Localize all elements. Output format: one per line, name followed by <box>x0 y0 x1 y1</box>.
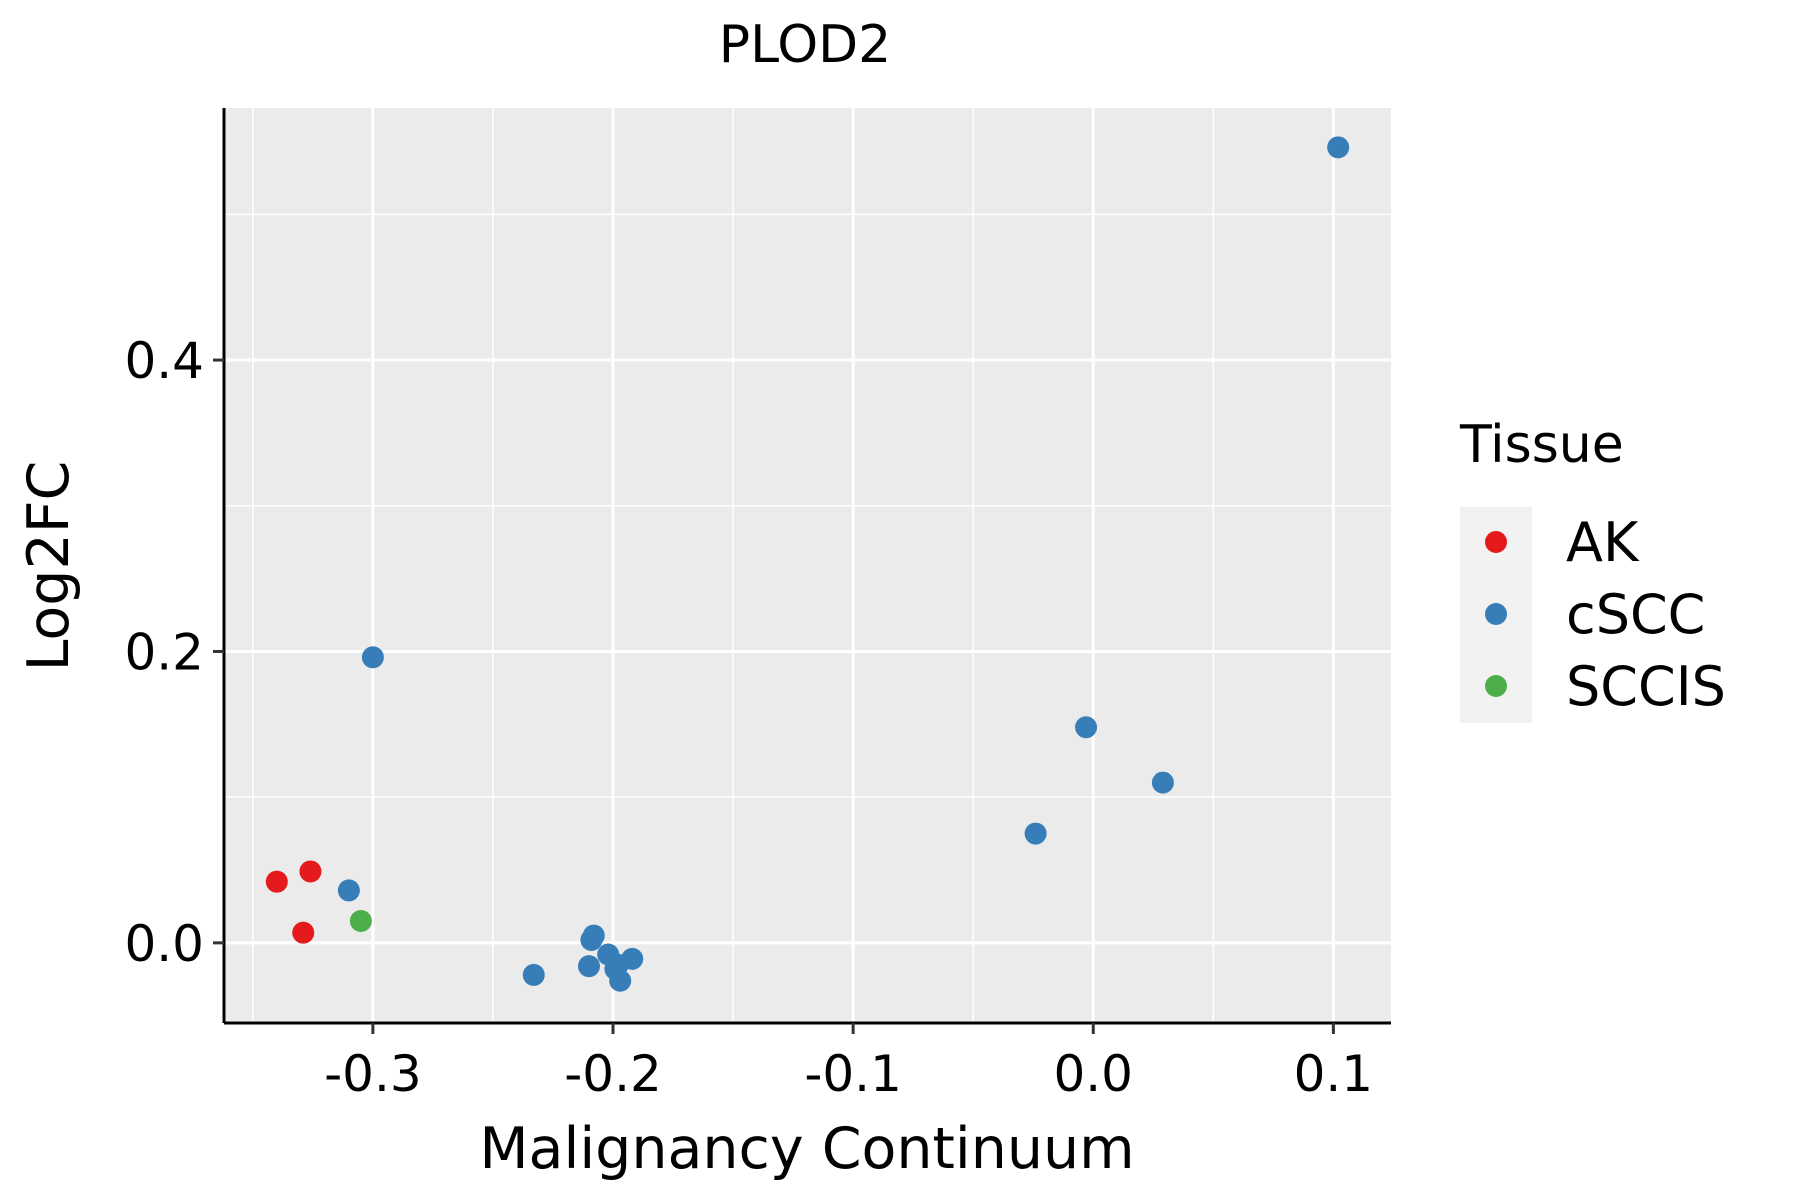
legend-title: Tissue <box>1459 415 1624 475</box>
x-tick-label: -0.1 <box>804 1045 902 1103</box>
legend-label-ak: AK <box>1566 511 1640 574</box>
legend-label-sccis: SCCIS <box>1566 655 1726 718</box>
data-point-cscc <box>621 947 644 970</box>
y-tick-label: 0.0 <box>124 915 204 973</box>
data-point-cscc <box>1151 771 1174 794</box>
data-point-cscc <box>1075 716 1098 739</box>
x-tick-label: 0.0 <box>1053 1045 1133 1103</box>
minor-gridlines <box>224 108 1391 1023</box>
data-point-cscc <box>577 955 600 978</box>
x-axis-ticks: -0.3 -0.2 -0.1 0.0 0.1 <box>324 1023 1373 1103</box>
y-tick-label: 0.4 <box>124 332 204 390</box>
y-axis-label: Log2FC <box>16 461 82 672</box>
x-tick-label: 0.1 <box>1294 1045 1374 1103</box>
legend-key-sccis <box>1485 675 1507 697</box>
data-point-ak <box>265 870 288 893</box>
data-points <box>265 136 1350 992</box>
data-point-cscc <box>1327 136 1350 159</box>
data-point-sccis <box>349 910 372 933</box>
legend-key-cscc <box>1485 603 1507 625</box>
data-point-cscc <box>361 646 384 669</box>
plot-panel <box>224 108 1391 1023</box>
y-axis-ticks: 0.0 0.2 0.4 <box>124 332 224 973</box>
legend-label-cscc: cSCC <box>1566 583 1705 646</box>
x-axis-label: Malignancy Continuum <box>479 1116 1134 1182</box>
data-point-cscc <box>337 879 360 902</box>
legend-entries: AK cSCC SCCIS <box>1485 511 1726 718</box>
data-point-cscc <box>609 969 632 992</box>
data-point-ak <box>292 921 315 944</box>
data-point-ak <box>299 860 322 883</box>
y-tick-label: 0.2 <box>124 623 204 681</box>
legend-key-ak <box>1485 531 1507 553</box>
x-tick-label: -0.2 <box>564 1045 662 1103</box>
chart-title: PLOD2 <box>719 15 892 75</box>
data-point-cscc <box>1024 822 1047 845</box>
data-point-cscc <box>582 924 605 947</box>
x-tick-label: -0.3 <box>324 1045 422 1103</box>
legend: Tissue AK cSCC SCCIS <box>1459 415 1726 723</box>
data-point-cscc <box>522 963 545 986</box>
major-gridlines <box>224 108 1391 1023</box>
